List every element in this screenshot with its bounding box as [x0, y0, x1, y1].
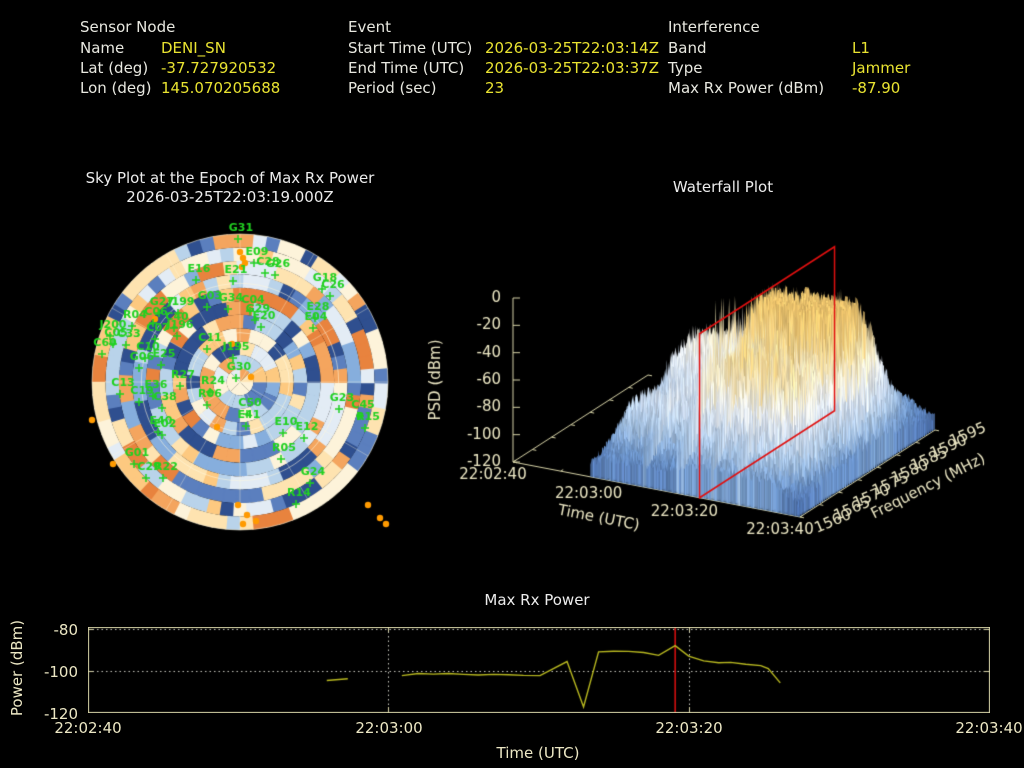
- sensor-lon-label: Lon (deg): [80, 79, 152, 97]
- sensor-lat-label: Lat (deg): [80, 59, 149, 77]
- sensor-node-section-title: Sensor Node: [80, 18, 176, 36]
- event-period-value: 23: [485, 79, 505, 97]
- time-axis-label: Time (UTC): [496, 744, 580, 762]
- sensor-lat-value: -37.727920532: [161, 59, 277, 77]
- interference-maxpower-value: -87.90: [852, 79, 901, 97]
- sensor-name-label: Name: [80, 39, 125, 57]
- time-tick-1: 22:02:40: [54, 719, 122, 737]
- event-period-label: Period (sec): [348, 79, 437, 97]
- interference-band-label: Band: [668, 39, 707, 57]
- event-end-label: End Time (UTC): [348, 59, 465, 77]
- waterfall-canvas: [420, 200, 1024, 568]
- power-tick--100: -100: [43, 663, 78, 681]
- event-start-label: Start Time (UTC): [348, 39, 473, 57]
- waterfall-title: Waterfall Plot: [672, 178, 774, 196]
- sensor-lon-value: 145.070205688: [161, 79, 281, 97]
- interference-type-value: Jammer: [852, 59, 911, 77]
- time-tick-3: 22:03:20: [655, 719, 723, 737]
- interference-band-value: L1: [852, 39, 870, 57]
- event-start-value: 2026-03-25T22:03:14Z: [485, 39, 659, 57]
- sky-plot-title: Sky Plot at the Epoch of Max Rx Power: [85, 169, 375, 187]
- time-tick-2: 22:03:00: [355, 719, 423, 737]
- power-tick--80: -80: [53, 621, 79, 639]
- interference-maxpower-label: Max Rx Power (dBm): [668, 79, 825, 97]
- max-rx-power-canvas: [88, 627, 990, 713]
- event-section-title: Event: [348, 18, 391, 36]
- interference-type-label: Type: [668, 59, 703, 77]
- sensor-name-value: DENI_SN: [161, 39, 226, 57]
- time-tick-4: 22:03:40: [955, 719, 1023, 737]
- event-end-value: 2026-03-25T22:03:37Z: [485, 59, 659, 77]
- sky-plot-epoch: 2026-03-25T22:03:19.000Z: [126, 188, 334, 206]
- max-rx-power-title: Max Rx Power: [484, 591, 590, 609]
- interference-section-title: Interference: [668, 18, 760, 36]
- power-tick--120: -120: [43, 705, 78, 723]
- sky-plot-canvas: [80, 222, 400, 542]
